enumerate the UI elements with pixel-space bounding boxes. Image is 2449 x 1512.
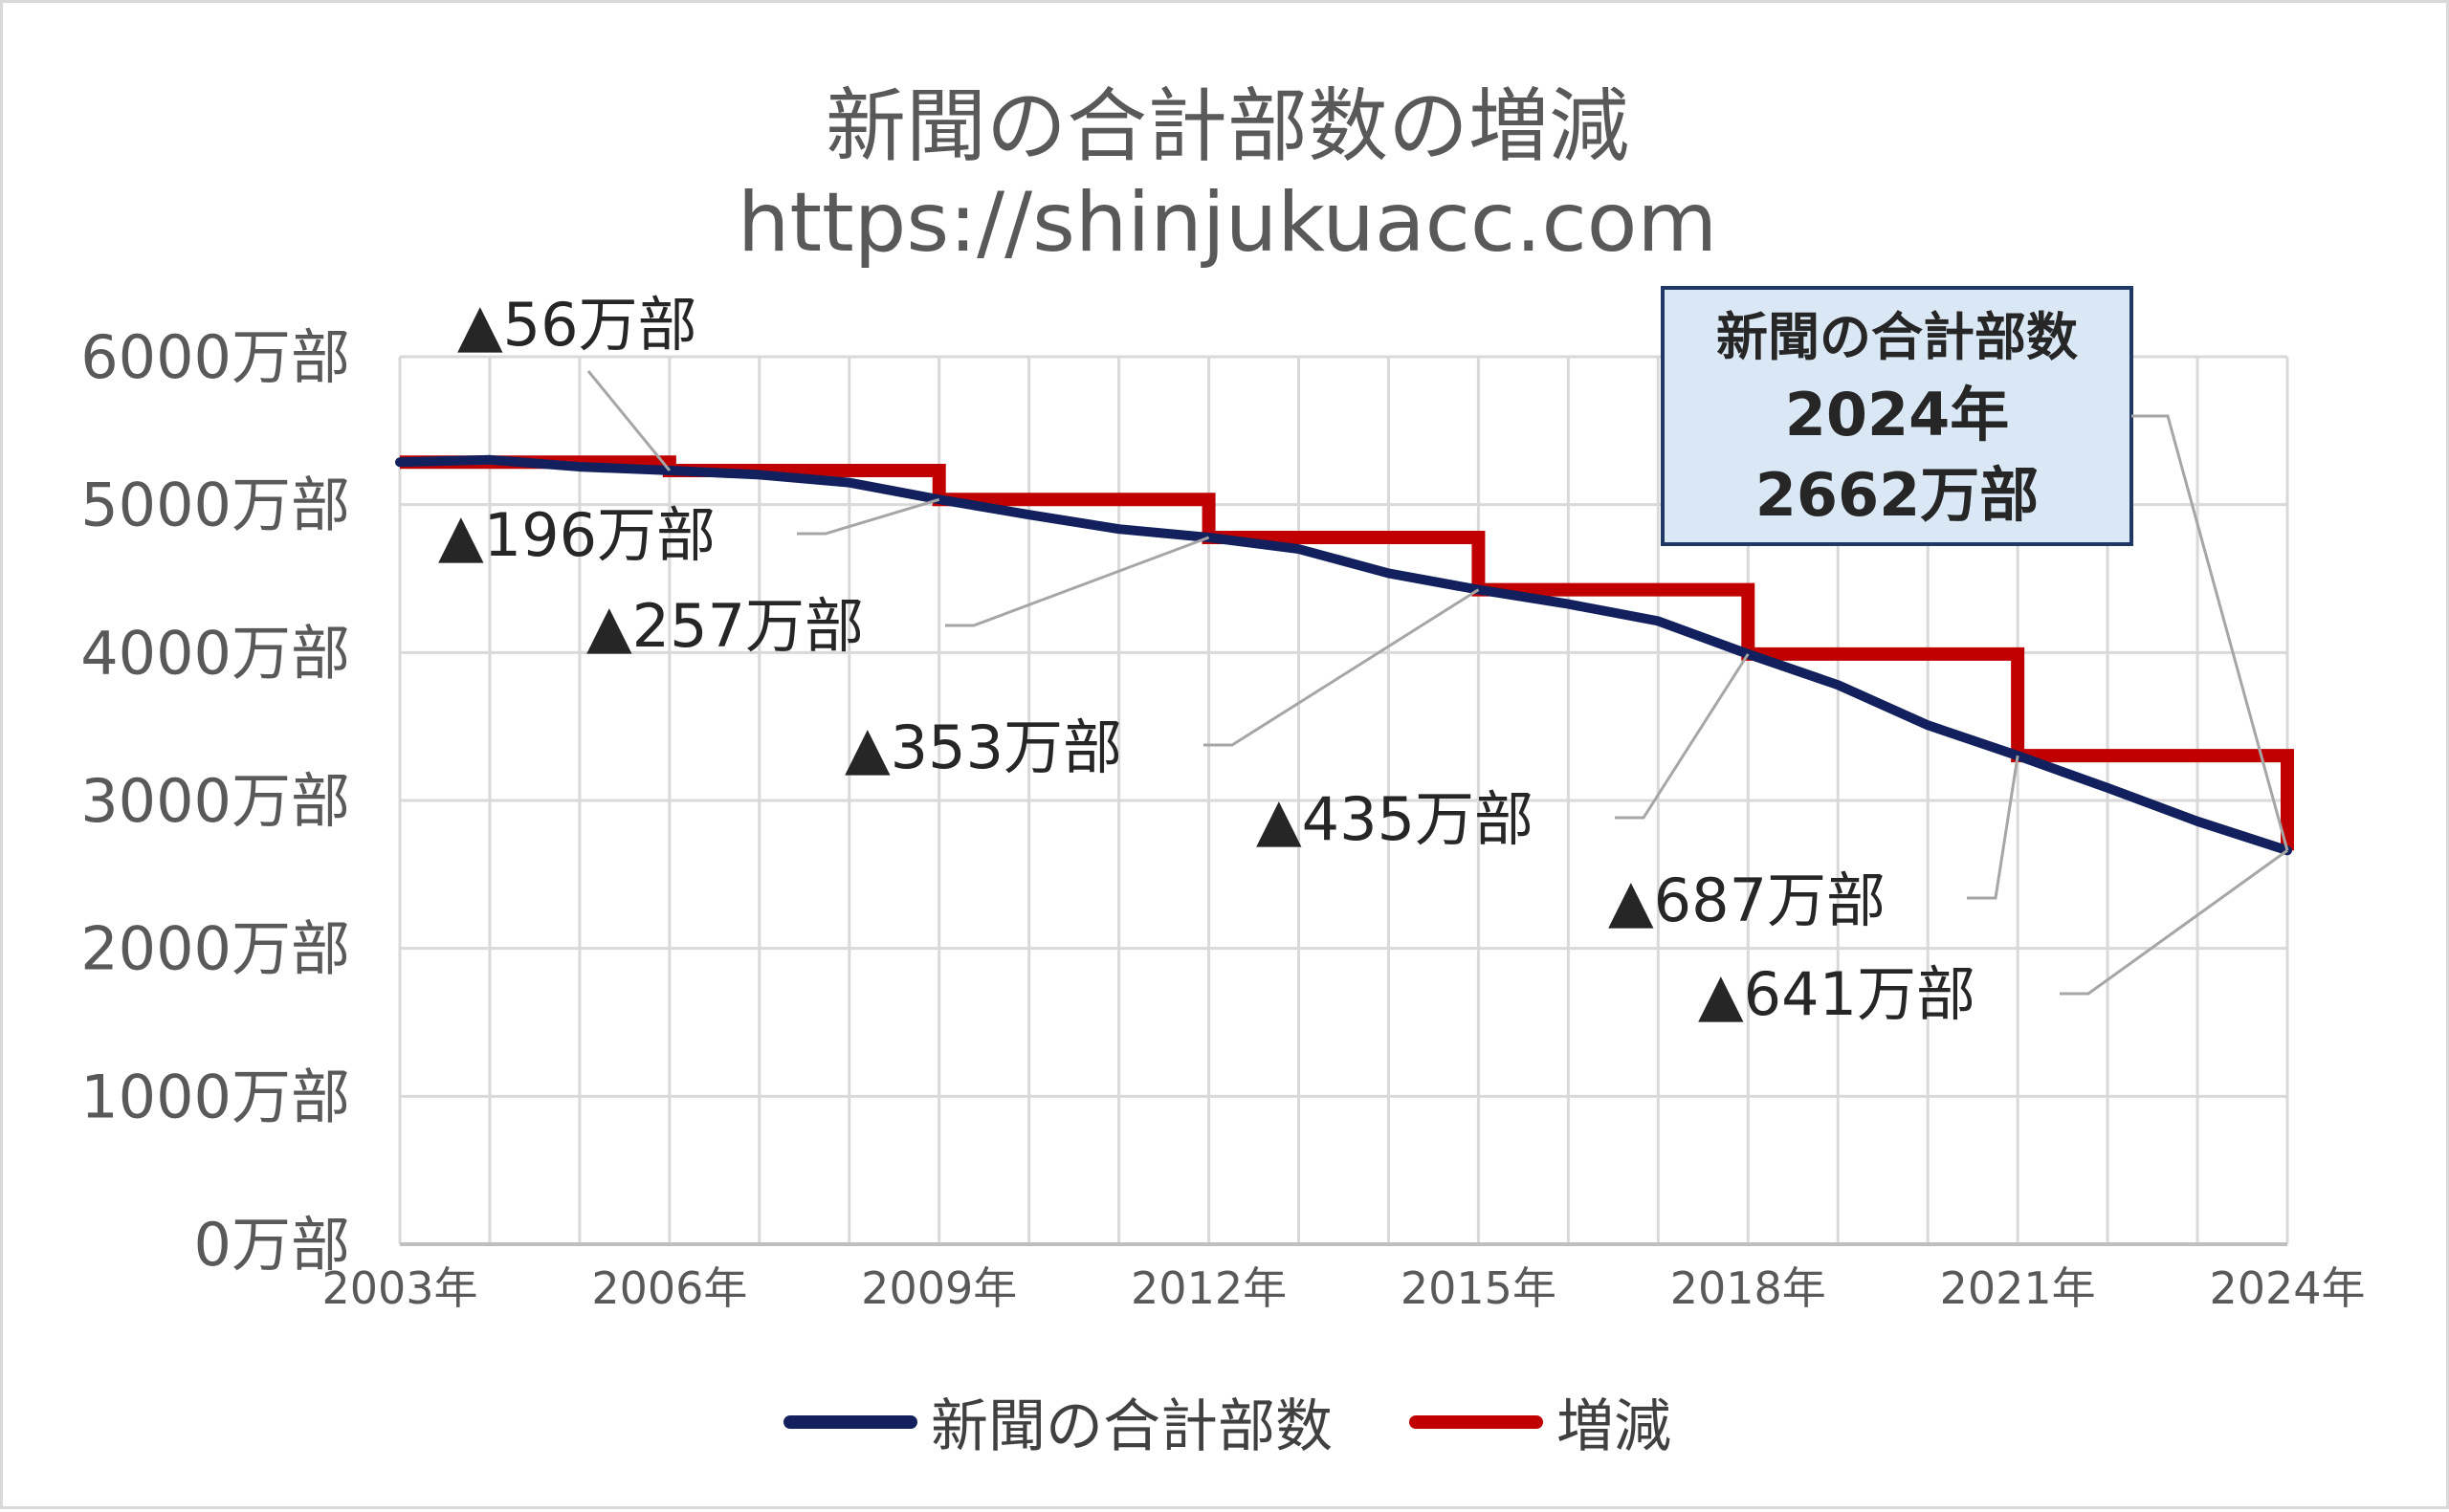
- x-tick-label: 2003年: [321, 1262, 477, 1314]
- callout-leader-line: [2131, 414, 2289, 851]
- y-tick-label: 5000万部: [80, 471, 350, 540]
- x-tick-label: 2009年: [861, 1262, 1017, 1314]
- chart-plot: 0万部 1000万部 2000万部 3000万部 4000万部 5000万部 6000万部 2…: [80, 286, 2366, 1314]
- callout-text-line: 新聞の合計部数: [1716, 307, 2078, 367]
- annotation-label: ▲641万部: [1698, 959, 1975, 1029]
- x-tick-label: 2018年: [1670, 1262, 1826, 1314]
- x-tick-label: 2024年: [2209, 1262, 2365, 1314]
- y-tick-label: 4000万部: [80, 618, 350, 688]
- chart-subtitle: https://shinjukuacc.com: [737, 175, 1718, 271]
- legend-label-change: 増減: [1556, 1393, 1671, 1460]
- callout-box: [1661, 286, 2133, 546]
- annotation-leader-line: [945, 536, 1210, 627]
- annotation-leader-line: [586, 370, 672, 471]
- legend-label-total: 新聞の合計部数: [931, 1393, 1333, 1460]
- legend-swatch-change: [1409, 1414, 1543, 1429]
- x-tick-label: 2006年: [591, 1262, 747, 1314]
- callout-text-line: 2662万部: [1755, 460, 2040, 530]
- y-tick-label: 3000万部: [80, 766, 350, 836]
- series-total-line: [395, 454, 2292, 856]
- legend-swatch-total: [783, 1414, 917, 1429]
- chart-title: 新聞の合計部数の増減: [825, 79, 1629, 173]
- x-tick-label: 2012年: [1131, 1262, 1287, 1314]
- y-tick-label: 6000万部: [80, 322, 350, 392]
- legend: 新聞の合計部数 増減: [3, 1380, 2449, 1463]
- annotation-label: ▲687万部: [1608, 866, 1886, 935]
- annotation-leader-line: [2060, 849, 2288, 996]
- annotation-label: ▲56万部: [457, 290, 697, 360]
- legend-item-change: 増減: [1409, 1380, 1671, 1463]
- annotation-label: ▲257万部: [586, 591, 864, 661]
- x-tick-label: 2021年: [1940, 1262, 2096, 1314]
- annotation-label: ▲435万部: [1256, 784, 1533, 854]
- legend-item-total: 新聞の合計部数: [783, 1380, 1333, 1463]
- x-tick-label: 2015年: [1401, 1262, 1556, 1314]
- annotation-leader-line: [1203, 588, 1480, 747]
- callout-text-line: 2024年: [1785, 380, 2010, 449]
- annotation-label: ▲353万部: [845, 712, 1122, 782]
- annotation-leader-line: [797, 497, 940, 536]
- y-tick-label: 0万部: [194, 1210, 350, 1280]
- annotation-leader-line: [1967, 755, 2019, 900]
- annotation-label: ▲196万部: [438, 500, 716, 570]
- y-tick-label: 2000万部: [80, 914, 350, 984]
- annotation-leader-line: [1615, 653, 1750, 820]
- y-tick-label: 1000万部: [80, 1062, 350, 1131]
